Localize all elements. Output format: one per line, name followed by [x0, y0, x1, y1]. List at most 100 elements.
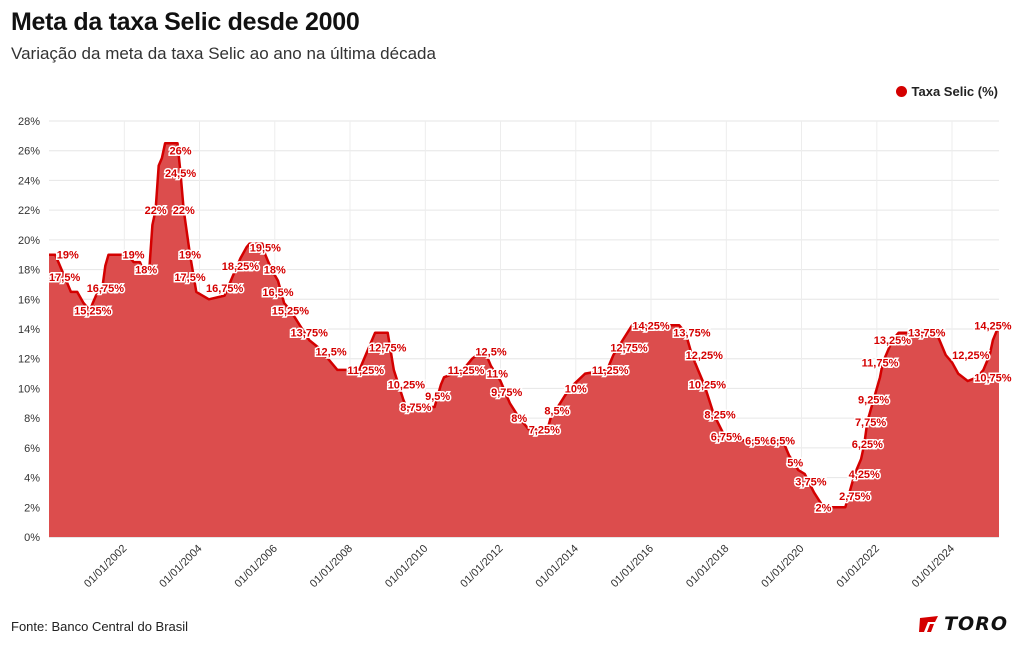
data-label: 12,75% — [610, 343, 648, 355]
x-tick-label: 01/01/2018 — [684, 543, 731, 590]
data-label: 18% — [135, 265, 157, 277]
data-label: 18% — [264, 265, 286, 277]
y-tick-label: 18% — [18, 265, 40, 277]
area-layer — [49, 142, 1001, 538]
data-label: 15,25% — [272, 305, 310, 317]
data-label: 11,25% — [448, 365, 485, 377]
y-tick-label: 4% — [24, 473, 40, 485]
data-label: 13,75% — [673, 328, 711, 340]
data-label: 17,5% — [174, 272, 205, 284]
data-label: 16,5% — [262, 287, 293, 299]
data-label: 11,25% — [592, 365, 629, 377]
legend[interactable]: Taxa Selic (%) — [895, 84, 998, 99]
data-label: 12,25% — [952, 350, 990, 362]
data-label: 10,75% — [974, 372, 1012, 384]
legend-marker — [895, 86, 907, 97]
y-axis: 0% 2% 4% 6% 8% 10% 12% 14% 16% 18% 20% 22% 24% 26% 28% — [18, 116, 40, 544]
source-note: Fonte: Banco Central do Brasil — [11, 619, 189, 634]
x-tick-label: 01/01/2016 — [609, 543, 656, 590]
y-tick-label: 14% — [18, 324, 40, 336]
data-label: 7,25% — [529, 424, 560, 436]
toro-logo-icon — [919, 616, 939, 632]
selic-series-line — [49, 142, 1001, 509]
x-tick-label: 01/01/2012 — [458, 543, 505, 590]
data-label: 9,75% — [491, 387, 522, 399]
data-labels: 19%17,5%16,75%15,25%19%18%22%26%24,5%22%… — [48, 144, 1014, 516]
x-axis: 01/01/2002 01/01/2004 01/01/2006 01/01/2008… — [82, 543, 957, 590]
y-tick-label: 0% — [24, 532, 40, 544]
data-label: 12,25% — [686, 350, 724, 362]
y-tick-label: 8% — [24, 413, 40, 425]
toro-logo: TORO — [918, 613, 1008, 635]
data-label: 6,75% — [711, 432, 742, 444]
toro-logo-text: TORO — [944, 613, 1008, 635]
data-label: 2% — [816, 502, 832, 514]
data-label: 6,5% — [745, 435, 770, 447]
data-label: 16,75% — [87, 283, 125, 295]
legend-label: Taxa Selic (%) — [911, 84, 998, 99]
data-label: 9,5% — [425, 391, 450, 403]
data-label: 15,25% — [74, 305, 112, 317]
data-label: 12,75% — [369, 343, 407, 355]
y-tick-label: 20% — [18, 235, 40, 247]
data-label: 14,25% — [974, 320, 1012, 332]
data-label: 14,25% — [632, 320, 670, 332]
data-label: 19,5% — [250, 242, 281, 254]
data-label: 13,75% — [908, 328, 946, 340]
y-tick-label: 12% — [18, 354, 40, 366]
data-label: 6,5% — [770, 435, 795, 447]
x-tick-label: 01/01/2006 — [233, 543, 280, 590]
data-label: 26% — [170, 146, 192, 158]
chart-subtitle: Variação da meta da taxa Selic ao ano na… — [11, 44, 436, 63]
data-label: 11,25% — [347, 365, 384, 377]
data-label: 5% — [787, 458, 803, 470]
data-label: 12,5% — [315, 346, 346, 358]
data-label: 8,75% — [400, 402, 431, 414]
y-tick-label: 22% — [18, 205, 40, 217]
data-label: 10,25% — [388, 380, 426, 392]
data-label: 11% — [487, 369, 509, 381]
data-label: 13,25% — [874, 335, 912, 347]
x-tick-label: 01/01/2010 — [383, 543, 430, 590]
data-label: 6,25% — [852, 439, 883, 451]
selic-area-chart: 0% 2% 4% 6% 8% 10% 12% 14% 16% 18% 20% 22% 24% 26% 28%… — [18, 116, 1014, 590]
data-label: 22% — [145, 205, 167, 217]
data-label: 10% — [565, 383, 587, 395]
data-label: 17,5% — [49, 272, 80, 284]
data-label: 16,75% — [206, 283, 244, 295]
x-tick-label: 01/01/2022 — [835, 543, 882, 590]
data-label: 22% — [173, 205, 195, 217]
data-label: 8,5% — [544, 406, 569, 418]
x-tick-label: 01/01/2020 — [759, 543, 806, 590]
x-tick-label: 01/01/2002 — [82, 543, 129, 590]
data-label: 3,75% — [795, 476, 826, 488]
data-label: 18,25% — [222, 261, 260, 273]
data-label: 24,5% — [165, 168, 196, 180]
data-label: 19% — [123, 250, 145, 262]
x-tick-label: 01/01/2014 — [534, 543, 581, 590]
y-tick-label: 6% — [24, 443, 40, 455]
data-label: 19% — [179, 250, 201, 262]
y-tick-label: 2% — [24, 502, 40, 514]
y-tick-label: 10% — [18, 383, 40, 395]
data-label: 7,75% — [855, 417, 886, 429]
data-label: 4,25% — [849, 469, 880, 481]
x-tick-label: 01/01/2004 — [157, 543, 204, 590]
data-label: 10,25% — [689, 380, 727, 392]
data-label: 13,75% — [291, 328, 329, 340]
x-tick-label: 01/01/2024 — [910, 543, 957, 590]
y-tick-label: 24% — [18, 175, 40, 187]
data-label: 19% — [57, 250, 79, 262]
selic-area — [49, 143, 999, 538]
data-label: 12,5% — [475, 346, 506, 358]
data-label: 8,25% — [704, 409, 735, 421]
data-label: 9,25% — [858, 395, 889, 407]
y-tick-label: 26% — [18, 146, 40, 158]
y-tick-label: 28% — [18, 116, 40, 128]
y-tick-label: 16% — [18, 294, 40, 306]
chart-title: Meta da taxa Selic desde 2000 — [11, 8, 360, 36]
x-tick-label: 01/01/2008 — [308, 543, 355, 590]
data-label: 11,75% — [862, 357, 899, 369]
data-label: 2,75% — [839, 491, 870, 503]
data-label: 8% — [511, 413, 527, 425]
